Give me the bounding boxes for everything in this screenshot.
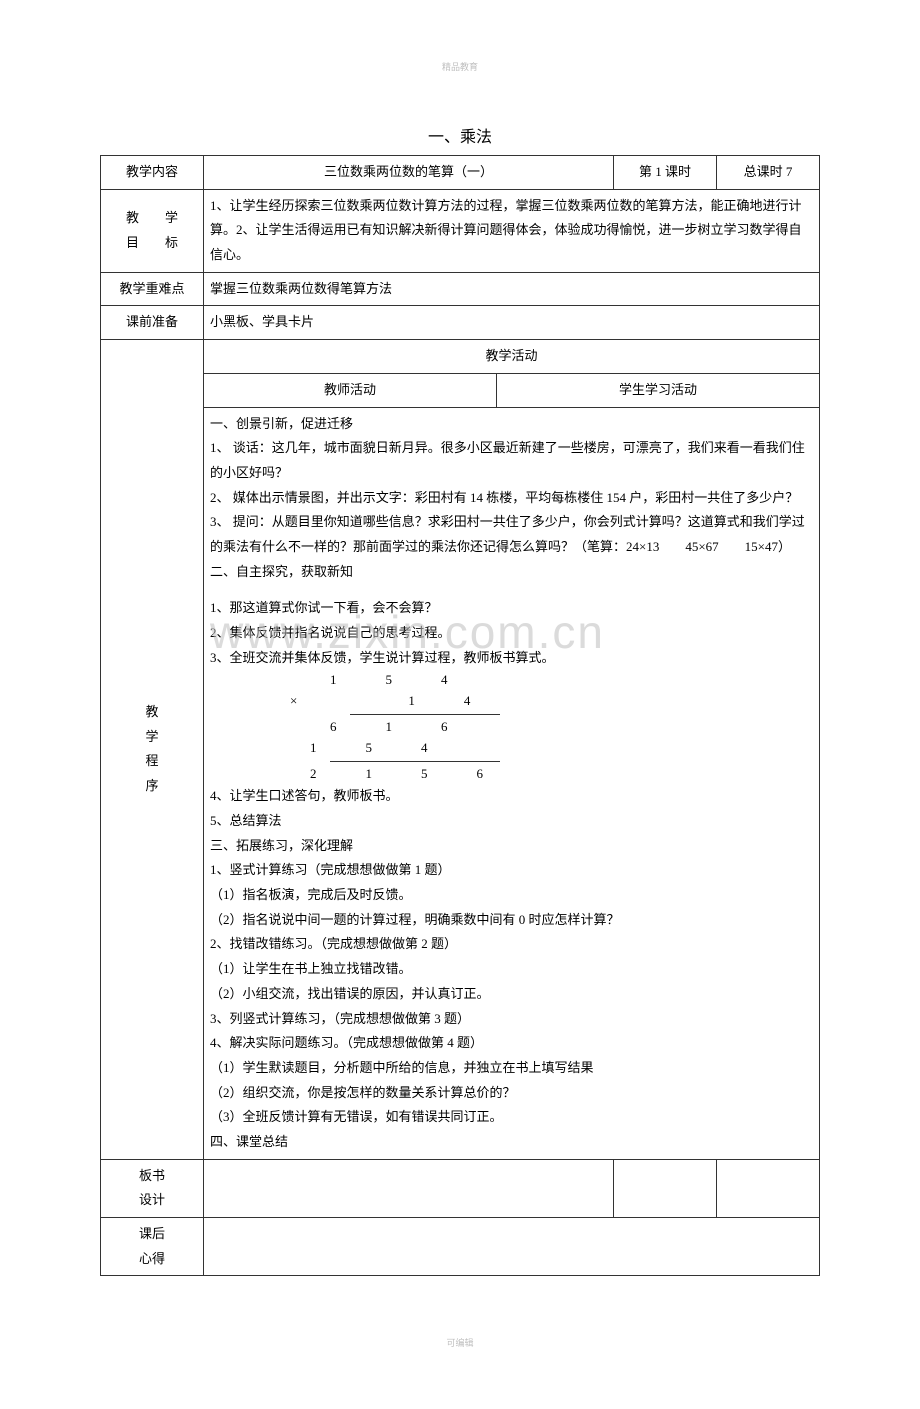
page-container: 精品教育 一、乘法 教学内容 三位数乘两位数的笔算（一） 第 1 课时 总课时 …	[0, 0, 920, 1409]
proc-char: 教	[107, 700, 197, 725]
table-row: 板书 设计	[101, 1159, 820, 1217]
cell-after-empty	[204, 1218, 820, 1276]
proc-char: 序	[107, 774, 197, 799]
cell-keypoint-value: 掌握三位数乘两位数得笔算方法	[204, 272, 820, 306]
calc-rule	[350, 714, 500, 715]
cell-total-period: 总课时 7	[717, 156, 820, 190]
after-l1: 课后	[107, 1222, 197, 1247]
cell-board-label: 板书 设计	[101, 1159, 204, 1217]
cell-teach-content-label: 教学内容	[101, 156, 204, 190]
cell-procedure-label: 教 学 程 序	[101, 340, 204, 1160]
body-line: （2）组织交流，你是按怎样的数量关系计算总价的？	[210, 1081, 813, 1106]
cell-goal-label: 教 学 目 标	[101, 189, 204, 272]
body-line: 3、 提问：从题目里你知道哪些信息？求彩田村一共住了多少户，你会列式计算吗？这道…	[210, 510, 813, 559]
calc-line: 1 5 4	[310, 738, 813, 759]
cell-period: 第 1 课时	[614, 156, 717, 190]
cell-board-empty2	[614, 1159, 717, 1217]
body-line: 5、总结算法	[210, 809, 813, 834]
proc-char: 学	[107, 725, 197, 750]
goal-label-line2: 目 标	[107, 231, 197, 256]
footer-small-text: 可编辑	[100, 1336, 820, 1349]
body-line: 4、解决实际问题练习。（完成想想做做第 4 题）	[210, 1031, 813, 1056]
cell-teach-content-value: 三位数乘两位数的笔算（一）	[204, 156, 614, 190]
body-line: 1、那这道算式你试一下看，会不会算？	[210, 596, 813, 621]
body-line: 2、找错改错练习。（完成想想做做第 2 题）	[210, 932, 813, 957]
table-row: 课前准备 小黑板、学具卡片	[101, 306, 820, 340]
calc-rule	[330, 761, 500, 762]
table-row: 教师活动 学生学习活动	[101, 373, 820, 407]
body-line: 1、 谈话：这几年，城市面貌日新月异。很多小区最近新建了一些楼房，可漂亮了，我们…	[210, 436, 813, 485]
calc-line: 2 1 5 6	[310, 764, 813, 785]
calc-line: 6 1 6	[330, 717, 813, 738]
body-line: 四、课堂总结	[210, 1130, 813, 1155]
lesson-table: 教学内容 三位数乘两位数的笔算（一） 第 1 课时 总课时 7 教 学 目 标 …	[100, 155, 820, 1276]
cell-after-label: 课后 心得	[101, 1218, 204, 1276]
body-line: 3、列竖式计算练习，（完成想想做做第 3 题）	[210, 1007, 813, 1032]
cell-activity-body: 一、创景引新，促进迁移 1、 谈话：这几年，城市面貌日新月异。很多小区最近新建了…	[204, 407, 820, 1159]
cell-goal-text: 1、让学生经历探索三位数乘两位数计算方法的过程，掌握三位数乘两位数的笔算方法，能…	[204, 189, 820, 272]
body-line: 一、创景引新，促进迁移	[210, 412, 813, 437]
header-small-text: 精品教育	[100, 60, 820, 73]
table-row: 一、创景引新，促进迁移 1、 谈话：这几年，城市面貌日新月异。很多小区最近新建了…	[101, 407, 820, 1159]
body-line: 1、竖式计算练习（完成想想做做第 1 题）	[210, 858, 813, 883]
table-row: 教学重难点 掌握三位数乘两位数得笔算方法	[101, 272, 820, 306]
cell-board-empty3	[717, 1159, 820, 1217]
table-row: 教学内容 三位数乘两位数的笔算（一） 第 1 课时 总课时 7	[101, 156, 820, 190]
goal-label-line1: 教 学	[107, 206, 197, 231]
after-l2: 心得	[107, 1247, 197, 1272]
body-line: 4、让学生口述答句，教师板书。	[210, 784, 813, 809]
table-row: 教 学 程 序 教学活动	[101, 340, 820, 374]
vertical-calculation: 1 5 4 × 1 4 6 1 6 1 5 4 2 1 5 6	[290, 670, 813, 784]
cell-prep-value: 小黑板、学具卡片	[204, 306, 820, 340]
spacer	[210, 584, 813, 596]
body-line: 三、拓展练习，深化理解	[210, 834, 813, 859]
body-line: 2、集体反馈并指名说说自己的思考过程。	[210, 621, 813, 646]
table-row: 课后 心得	[101, 1218, 820, 1276]
cell-prep-label: 课前准备	[101, 306, 204, 340]
body-line: 2、 媒体出示情景图，并出示文字：彩田村有 14 栋楼，平均每栋楼住 154 户…	[210, 486, 813, 511]
cell-teacher-header: 教师活动	[204, 373, 497, 407]
body-line: （1）学生默读题目，分析题中所给的信息，并独立在书上填写结果	[210, 1056, 813, 1081]
body-line: （1）让学生在书上独立找错改错。	[210, 957, 813, 982]
board-l1: 板书	[107, 1164, 197, 1189]
body-line: （2）指名说说中间一题的计算过程，明确乘数中间有 0 时应怎样计算？	[210, 908, 813, 933]
body-line: 3、全班交流并集体反馈，学生说计算过程，教师板书算式。	[210, 646, 813, 671]
cell-board-empty1	[204, 1159, 614, 1217]
body-line: （2）小组交流，找出错误的原因，并认真订正。	[210, 982, 813, 1007]
body-line: （3）全班反馈计算有无错误，如有错误共同订正。	[210, 1105, 813, 1130]
proc-char: 程	[107, 749, 197, 774]
body-line: 二、自主探究，获取新知	[210, 560, 813, 585]
table-row: 教 学 目 标 1、让学生经历探索三位数乘两位数计算方法的过程，掌握三位数乘两位…	[101, 189, 820, 272]
board-l2: 设计	[107, 1188, 197, 1213]
cell-keypoint-label: 教学重难点	[101, 272, 204, 306]
cell-activity-header: 教学活动	[204, 340, 820, 374]
calc-line: × 1 4	[290, 691, 813, 712]
doc-title: 一、乘法	[100, 123, 820, 147]
calc-line: 1 5 4	[330, 670, 813, 691]
cell-student-header: 学生学习活动	[497, 373, 820, 407]
body-line: （1）指名板演，完成后及时反馈。	[210, 883, 813, 908]
